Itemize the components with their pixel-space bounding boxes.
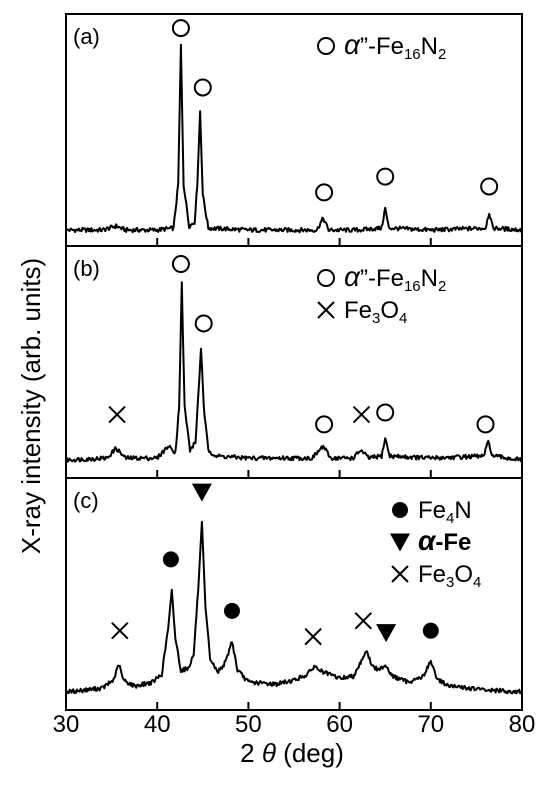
peak-marker-cross-stroke-2 [354,612,373,630]
peak-marker-filled-circle [422,622,439,639]
peak-marker-open-circle [171,19,190,38]
x-tick-label: 50 [235,711,262,738]
legend-subscript: 2 [438,46,446,63]
legend-formula-tail: O [380,297,399,324]
xrd-pattern-line [65,281,523,463]
legend-marker-filled-circle [392,502,408,518]
peak-marker-open-circle [376,167,395,186]
x-tick-label: 60 [326,711,353,738]
peak-marker-open-circle [193,78,212,97]
peak-marker-filled-circle [162,551,179,568]
peak-marker-filled-circle [223,602,240,619]
peak-marker-open-circle [476,415,495,434]
x-axis-title-prefix: 2 [240,738,254,768]
legend-subscript: 16 [404,278,421,295]
peak-marker-cross [304,627,322,646]
peak-marker-open-circle [376,403,395,422]
x-axis-title-symbol: θ [262,738,276,768]
legend-entry: Fe3O4 [418,561,481,591]
panel-frame [65,13,523,247]
y-axis-title: X-ray intensity (arb. units) [16,258,46,554]
legend-formula-tail: O [454,561,473,588]
legend-symbol: α [418,525,437,556]
legend-entry: Fe4N [418,497,472,527]
panel-label: (a) [73,24,100,49]
legend-marker-filled-triangle [390,533,410,552]
legend-formula-tail: N [421,265,438,292]
legend-subscript: 4 [399,310,407,327]
x-tick-label: 80 [509,711,536,738]
x-axis-title: 2 θ (deg) [240,738,344,768]
legend-subscript: 16 [404,46,421,63]
panel-frame [65,477,523,711]
legend-subscript: 3 [446,574,454,591]
peak-marker-cross [354,612,373,630]
legend-marker-cross-stroke-2 [317,301,335,319]
x-tick-label: 30 [53,711,80,738]
x-axis-title-unit: (deg) [283,738,344,768]
peak-marker-cross [111,621,129,640]
legend-entry: α”-Fe16N2 [344,261,446,295]
panel-label: (b) [73,256,100,281]
legend-formula: Fe [418,497,446,524]
peak-marker-cross-stroke-2 [352,405,371,424]
legend-entry: α”-Fe16N2 [344,29,446,63]
x-tick-label: 40 [144,711,171,738]
peak-marker-cross-stroke-2 [108,405,126,424]
legend-subscript: 3 [372,310,380,327]
x-tick-label: 70 [417,711,444,738]
panel-0: (a) α”-Fe16N2 [65,13,523,247]
panel-frame [65,245,523,479]
peak-marker-filled-triangle [191,483,212,502]
legend-formula: ”-Fe [360,265,404,292]
panel-label: (c) [73,488,99,513]
legend-marker-cross-stroke-2 [391,565,409,583]
peak-marker-cross-stroke-2 [111,621,129,640]
peak-marker-open-circle [171,255,190,274]
legend-subscript: 4 [446,510,454,527]
legend-symbol: α [344,29,361,60]
legend-subscript: 4 [473,574,481,591]
legend-formula: Fe [344,297,372,324]
legend-subscript: 2 [438,278,446,295]
peak-marker-open-circle [315,415,334,434]
legend-formula-tail: N [454,497,471,524]
xrd-pattern-line [65,43,523,234]
peak-marker-cross-stroke-2 [304,627,322,646]
legend-symbol: α [344,261,361,292]
legend-formula: ”-Fe [360,33,404,60]
legend-marker-open-circle [317,37,335,55]
legend-marker-open-circle [317,269,335,287]
peak-marker-open-circle [194,314,213,333]
legend-entry: α-Fe [418,525,471,556]
legend-entry: Fe3O4 [344,297,407,327]
xrd-pattern-line [65,520,523,695]
legend-formula: Fe [418,561,446,588]
legend-marker-cross [317,301,335,319]
legend-formula: -Fe [435,529,471,556]
legend-formula-tail: N [421,33,438,60]
peak-marker-cross [352,405,371,424]
legend-marker-cross [391,565,409,583]
peak-marker-open-circle [480,177,499,196]
peak-marker-filled-triangle [376,624,397,643]
peak-marker-open-circle [315,183,334,202]
peak-marker-cross [108,405,126,424]
